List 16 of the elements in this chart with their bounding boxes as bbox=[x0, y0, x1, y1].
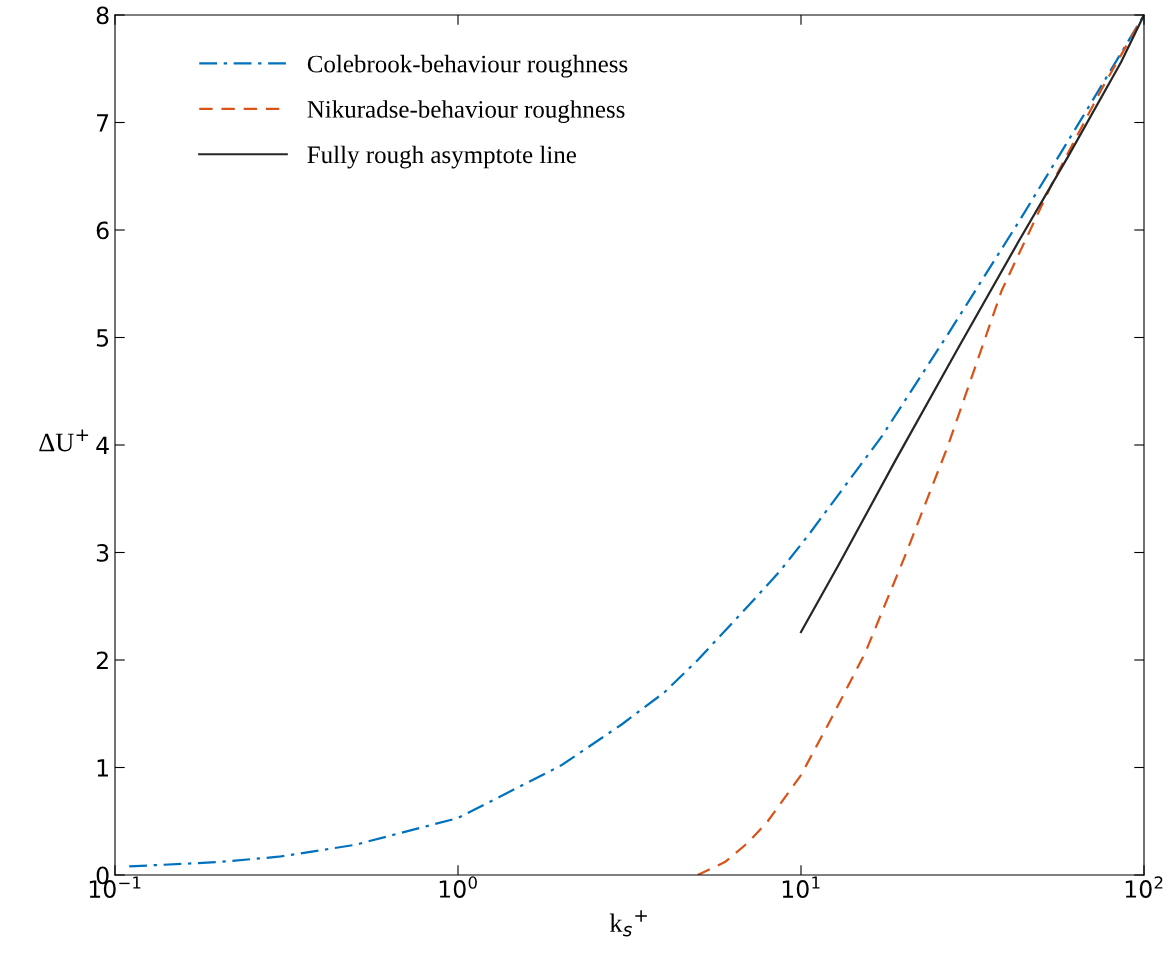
y-tick-label: 2 bbox=[96, 651, 108, 669]
y-tick-label: 4 bbox=[96, 436, 109, 454]
y-tick-label: 3 bbox=[96, 543, 109, 562]
x-tick-label: 10$^{0}$ bbox=[439, 876, 477, 898]
legend-label: Fully rough asymptote line bbox=[307, 145, 576, 169]
y-axis-title: ΔU$^{+}$ bbox=[39, 429, 89, 452]
x-axis-title: k$_{s}$$^{+}$ bbox=[609, 910, 647, 937]
y-tick-label: 5 bbox=[96, 329, 109, 347]
legend-label: Colebrook-behaviour roughness bbox=[307, 54, 628, 78]
y-tick-label: 7 bbox=[97, 114, 109, 132]
y-tick-label: 1 bbox=[97, 759, 108, 777]
y-tick-label: 6 bbox=[96, 221, 109, 240]
x-tick-label: 10$^{1}$ bbox=[782, 876, 820, 898]
x-tick-label: 10$^{2}$ bbox=[1125, 876, 1163, 898]
legend-label: Nikuradse-behaviour roughness bbox=[307, 100, 625, 123]
y-tick-label: 8 bbox=[96, 6, 109, 25]
